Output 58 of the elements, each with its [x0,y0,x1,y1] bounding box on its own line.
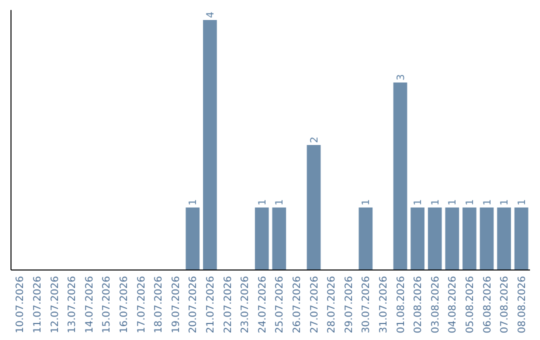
data-label: 4 [205,12,216,18]
x-tick-label: 24.07.2026 [257,276,268,334]
bar [203,20,217,270]
x-tick-label: 08.08.2026 [516,276,528,334]
data-label: 1 [430,199,442,206]
data-label: 1 [448,199,459,206]
bar [186,208,200,270]
data-label: 1 [464,199,476,206]
x-tick-label: 25.07.2026 [274,276,286,334]
x-tick-label: 04.08.2026 [448,276,459,334]
data-label: 1 [500,199,511,206]
x-tick-label: 11.07.2026 [32,276,44,334]
data-label: 2 [309,136,320,143]
x-tick-label: 02.08.2026 [413,276,424,334]
x-tick-label: 18.07.2026 [154,276,165,334]
x-tick-label: 20.07.2026 [188,276,200,334]
bar [410,208,424,270]
x-tick-label: 03.08.2026 [430,276,442,334]
x-tick-label: 23.07.2026 [240,276,252,334]
x-tick-label: 21.07.2026 [205,276,216,334]
x-tick-label: 05.08.2026 [464,276,476,334]
bar [358,208,373,270]
data-label: 3 [396,74,407,80]
x-tick-label: 01.08.2026 [396,276,407,334]
bar [306,145,321,270]
data-label: 1 [361,199,372,206]
data-label: 1 [257,199,268,206]
data-label: 1 [188,199,200,206]
x-tick-label: 10.07.2026 [15,276,26,334]
bar [428,208,442,270]
x-tick-label: 28.07.2026 [326,276,338,334]
x-tick-label: 29.07.2026 [344,276,355,334]
x-tick-label: 30.07.2026 [361,276,372,334]
bar [393,82,408,270]
x-tick-label: 06.08.2026 [482,276,494,334]
bar [497,208,511,270]
x-tick-label: 16.07.2026 [118,276,130,334]
data-label: 1 [516,199,528,206]
data-label: 1 [274,199,286,206]
bar [514,208,528,270]
data-label: 1 [482,199,494,206]
x-tick-label: 07.08.2026 [500,276,511,334]
x-tick-label: 14.07.2026 [84,276,96,334]
x-tick-label: 17.07.2026 [136,276,148,334]
bar [272,208,286,270]
bar [462,208,476,270]
bar [254,208,269,270]
x-tick-label: 26.07.2026 [292,276,303,334]
x-tick-label: 31.07.2026 [378,276,390,334]
bar [480,208,494,270]
x-tick-label: 12.07.2026 [50,276,61,334]
x-tick-label: 15.07.2026 [102,276,113,334]
data-label: 1 [413,199,424,206]
x-tick-label: 13.07.2026 [67,276,78,334]
bar [445,208,460,270]
x-tick-label: 22.07.2026 [222,276,234,334]
x-tick-label: 19.07.2026 [170,276,182,334]
x-tick-label: 27.07.2026 [309,276,320,334]
